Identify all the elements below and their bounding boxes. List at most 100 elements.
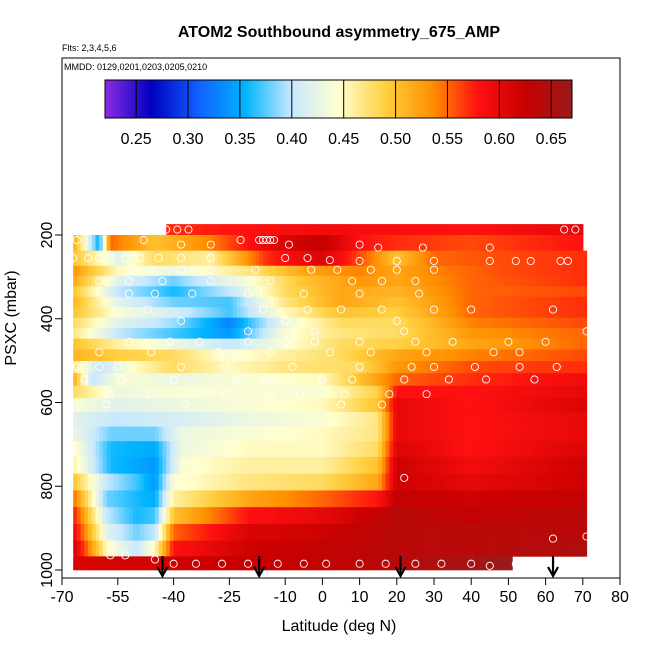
heatmap-cell: [117, 411, 123, 427]
heatmap-cell: [262, 507, 268, 525]
heatmap-cell: [251, 296, 257, 308]
heatmap-cell: [545, 338, 550, 350]
heatmap-cell: [326, 317, 331, 329]
heatmap-cell: [314, 441, 320, 458]
heatmap-cell: [210, 250, 216, 267]
heatmap-cell: [80, 265, 85, 277]
heatmap-cell: [404, 507, 409, 525]
heatmap-cell: [352, 235, 357, 252]
heatmap-cell: [437, 265, 443, 277]
heatmap-cell: [91, 286, 97, 298]
observation-point: [485, 243, 494, 252]
heatmap-cell: [434, 338, 439, 350]
heatmap-cell: [147, 398, 152, 413]
heatmap-cell: [337, 385, 342, 399]
heatmap-cell: [210, 307, 216, 319]
heatmap-cell: [549, 317, 554, 329]
observation-point: [121, 551, 130, 560]
heatmap-cell: [80, 349, 85, 362]
heatmap-cell: [393, 317, 398, 329]
heatmap-cell: [344, 441, 350, 458]
heatmap-cell: [169, 250, 175, 267]
observation-point: [333, 265, 342, 274]
heatmap-cell: [448, 385, 454, 399]
heatmap-cell: [207, 456, 212, 474]
observation-point: [400, 473, 409, 482]
heatmap-cell: [114, 338, 119, 350]
heatmap-cell: [262, 265, 268, 277]
heatmap-cell: [534, 456, 539, 474]
heatmap-cell: [91, 523, 97, 541]
heatmap-cell: [307, 328, 312, 339]
heatmap-cell: [285, 456, 290, 474]
heatmap-cell: [199, 523, 204, 541]
heatmap-cell: [117, 523, 123, 541]
heatmap-cell: [571, 540, 576, 557]
heatmap-cell: [463, 296, 469, 308]
heatmap-cell: [136, 286, 141, 298]
heatmap-cell: [437, 426, 443, 442]
heatmap-cell: [229, 373, 234, 387]
heatmap-cell: [266, 373, 271, 387]
heatmap-cell: [251, 373, 257, 387]
heatmap-cell: [270, 507, 275, 525]
heatmap-cell: [158, 507, 164, 525]
heatmap-cell: [99, 398, 104, 413]
heatmap-cell: [493, 373, 498, 387]
heatmap-cell: [143, 398, 149, 413]
heatmap-cell: [322, 265, 327, 277]
heatmap-cell: [110, 338, 115, 350]
heatmap-cell: [534, 286, 539, 298]
heatmap-cell: [486, 456, 491, 474]
heatmap-cell: [396, 328, 402, 339]
heatmap-cell: [467, 556, 472, 571]
heatmap-cell: [281, 411, 286, 427]
heatmap-cell: [117, 275, 123, 287]
heatmap-cell: [426, 490, 431, 508]
heatmap-cell: [195, 507, 201, 525]
heatmap-cell: [567, 338, 573, 350]
heatmap-cell: [515, 296, 521, 308]
heatmap-cell: [266, 275, 271, 287]
heatmap-cell: [181, 235, 186, 252]
heatmap-cell: [363, 523, 368, 541]
heatmap-cell: [329, 361, 335, 374]
heatmap-cell: [571, 307, 576, 319]
heatmap-cell: [110, 296, 115, 308]
heatmap-cell: [381, 490, 387, 508]
heatmap-cell: [288, 328, 294, 339]
heatmap-cell: [147, 411, 152, 427]
heatmap-cell: [251, 317, 257, 329]
heatmap-cell: [352, 441, 357, 458]
heatmap-cell: [73, 275, 78, 287]
heatmap-cell: [434, 411, 439, 427]
heatmap-cell: [452, 307, 457, 319]
heatmap-cell: [173, 426, 178, 442]
heatmap-cell: [132, 385, 137, 399]
heatmap-cell: [91, 490, 97, 508]
heatmap-cell: [467, 235, 472, 252]
heatmap-cell: [95, 540, 100, 557]
heatmap-cell: [348, 490, 353, 508]
heatmap-cell: [248, 307, 253, 319]
heatmap-cell: [192, 373, 197, 387]
heatmap-cell: [582, 473, 588, 491]
heatmap-cell: [125, 250, 130, 267]
heatmap-cell: [560, 265, 565, 277]
heatmap-cell: [553, 296, 558, 308]
heatmap-cell: [288, 275, 294, 287]
heatmap-cell: [519, 473, 524, 491]
heatmap-cell: [541, 398, 547, 413]
heatmap-cell: [259, 224, 264, 236]
heatmap-cell: [527, 235, 532, 252]
observation-point: [515, 362, 524, 371]
heatmap-cell: [419, 275, 424, 287]
heatmap-cell: [486, 361, 491, 374]
heatmap-cell: [478, 296, 483, 308]
observation-point: [411, 559, 420, 568]
heatmap-cell: [515, 361, 521, 374]
heatmap-cell: [508, 328, 513, 339]
heatmap-cell: [300, 411, 305, 427]
heatmap-cell: [184, 235, 190, 252]
heatmap-cell: [553, 456, 558, 474]
